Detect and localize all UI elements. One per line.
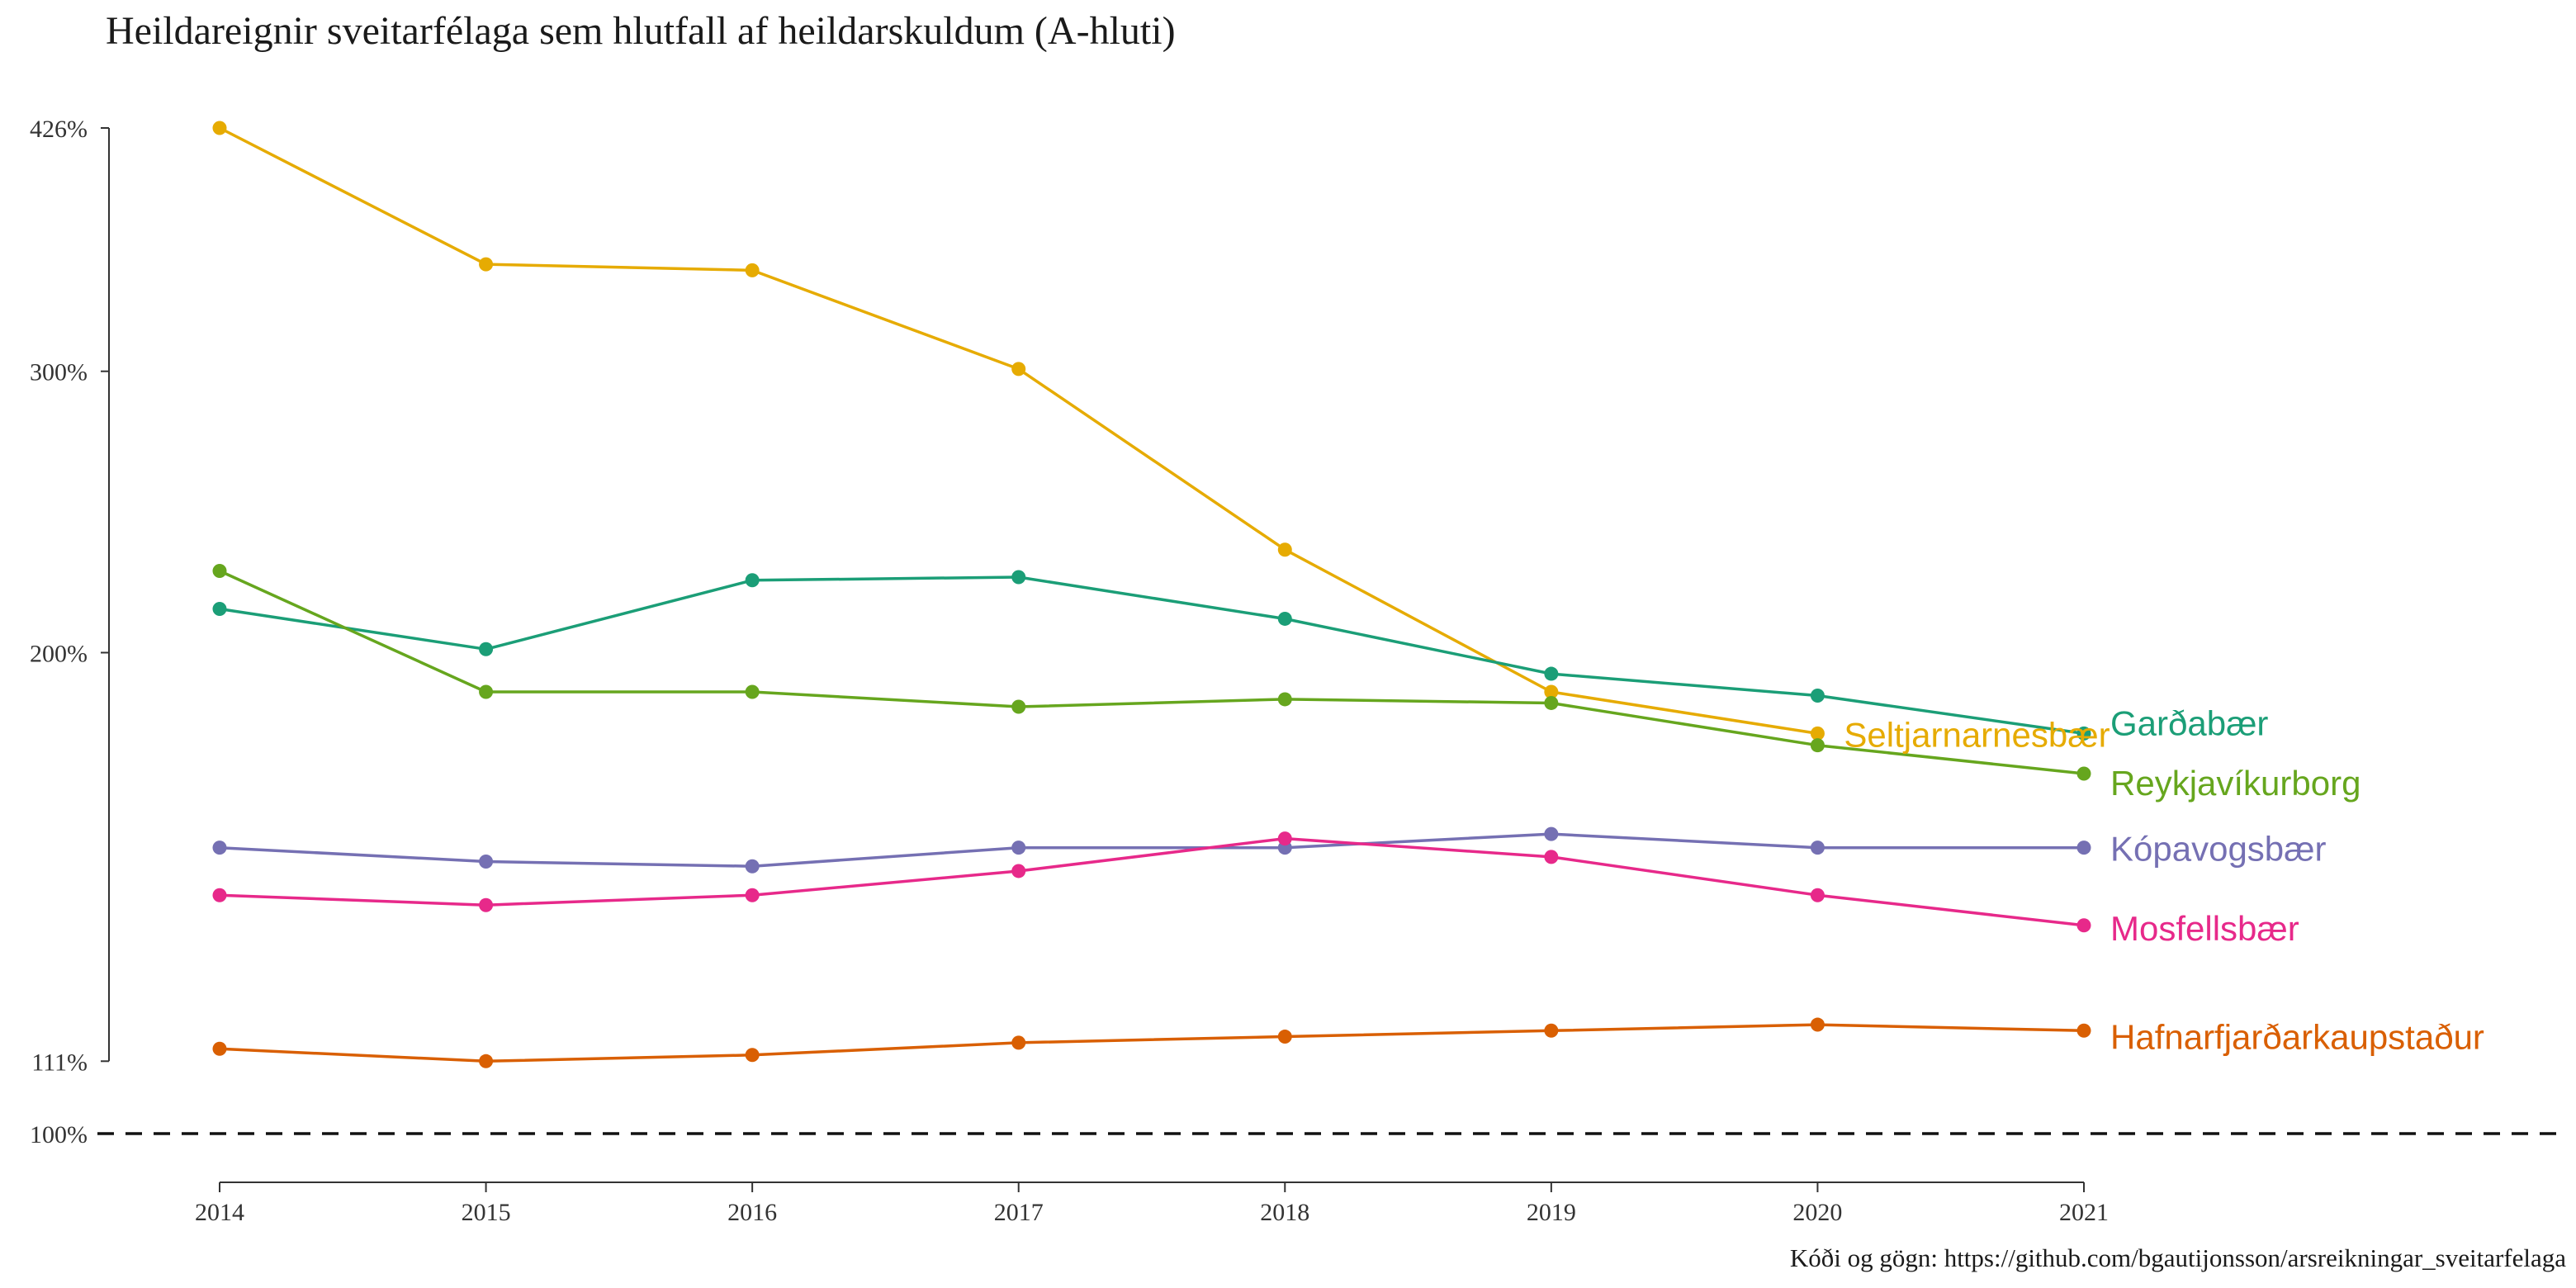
data-point bbox=[2076, 726, 2091, 741]
data-point bbox=[745, 684, 760, 699]
data-point bbox=[1810, 688, 1825, 703]
data-point bbox=[745, 263, 760, 277]
data-point bbox=[1011, 841, 1026, 855]
data-point bbox=[1810, 726, 1825, 741]
data-point bbox=[212, 602, 227, 617]
data-point bbox=[1277, 831, 1292, 846]
x-tick-label: 2016 bbox=[727, 1199, 777, 1226]
data-point bbox=[1011, 362, 1026, 376]
data-point bbox=[1810, 888, 1825, 902]
chart-title: Heildareignir sveitarfélaga sem hlutfall… bbox=[106, 9, 1176, 53]
y-tick-label: 300% bbox=[30, 359, 88, 386]
data-point bbox=[1011, 699, 1026, 714]
data-point bbox=[1011, 1035, 1026, 1050]
series-label: Kópavogsbær bbox=[2110, 830, 2327, 869]
data-point bbox=[745, 1048, 760, 1063]
data-point bbox=[479, 257, 494, 272]
data-point bbox=[1544, 666, 1559, 681]
axes: 100% 111% 200% 300% 426% 2014 2015 2016 2017 2018… bbox=[30, 116, 2568, 1226]
data-point bbox=[1011, 864, 1026, 878]
data-point bbox=[1277, 692, 1292, 707]
series-line bbox=[219, 832, 2084, 868]
data-point bbox=[1277, 611, 1292, 626]
x-tick-label: 2017 bbox=[994, 1199, 1044, 1226]
data-point bbox=[479, 1054, 494, 1068]
series-label: Mosfellsbær bbox=[2110, 909, 2299, 948]
data-point bbox=[2076, 1023, 2091, 1038]
x-tick-label: 2018 bbox=[1260, 1199, 1309, 1226]
data-point bbox=[1277, 1030, 1292, 1044]
data-point bbox=[1277, 542, 1292, 557]
series-line bbox=[219, 1023, 2085, 1063]
data-point bbox=[1810, 738, 1825, 753]
series-label: Garðabær bbox=[2110, 703, 2268, 742]
x-tick-label: 2014 bbox=[195, 1199, 244, 1226]
x-tick-label: 2019 bbox=[1527, 1199, 1576, 1226]
data-point bbox=[1810, 841, 1825, 855]
y-tick-label: 200% bbox=[30, 640, 88, 667]
data-point bbox=[1810, 1017, 1825, 1032]
series-line bbox=[219, 126, 1818, 736]
data-point bbox=[745, 888, 760, 902]
data-point bbox=[479, 855, 494, 869]
data-point bbox=[2076, 841, 2091, 855]
x-tick-label: 2015 bbox=[462, 1199, 511, 1226]
x-tick-label: 2020 bbox=[1792, 1199, 1842, 1226]
data-point bbox=[212, 121, 227, 135]
data-point bbox=[1544, 826, 1559, 841]
series-label: Seltjarnarnesbær bbox=[1844, 715, 2110, 754]
series-line bbox=[219, 575, 2085, 736]
data-point bbox=[212, 888, 227, 902]
y-tick-label: 111% bbox=[31, 1049, 88, 1076]
series-label: Hafnarfjarðarkaupstaður bbox=[2110, 1017, 2484, 1056]
series-line bbox=[219, 569, 2085, 775]
series-labels: Seltjarnarnesbær Garðabær Reykjavíkurborg K… bbox=[1844, 703, 2484, 1056]
data-point bbox=[1544, 1023, 1559, 1038]
data-point bbox=[212, 841, 227, 855]
data-point bbox=[745, 859, 760, 874]
y-tick-label: 426% bbox=[30, 116, 88, 143]
data-point bbox=[2076, 766, 2091, 781]
data-point bbox=[1011, 570, 1026, 585]
series-lines bbox=[219, 126, 2085, 1063]
data-point bbox=[745, 573, 760, 588]
data-point bbox=[212, 1041, 227, 1056]
series-label: Reykjavíkurborg bbox=[2110, 764, 2361, 803]
series-points bbox=[212, 121, 2091, 1068]
data-point bbox=[479, 897, 494, 912]
chart-caption: Kóði og gögn: https://github.com/bgautij… bbox=[1789, 1243, 2566, 1272]
data-point bbox=[212, 563, 227, 578]
data-point bbox=[1544, 695, 1559, 710]
x-tick-label: 2021 bbox=[2059, 1199, 2109, 1226]
y-tick-label: 100% bbox=[30, 1121, 88, 1148]
data-point bbox=[479, 684, 494, 699]
series-line bbox=[219, 836, 2085, 927]
data-point bbox=[479, 642, 494, 656]
data-point bbox=[1544, 850, 1559, 864]
data-point bbox=[2076, 918, 2091, 933]
data-point bbox=[1544, 684, 1559, 699]
